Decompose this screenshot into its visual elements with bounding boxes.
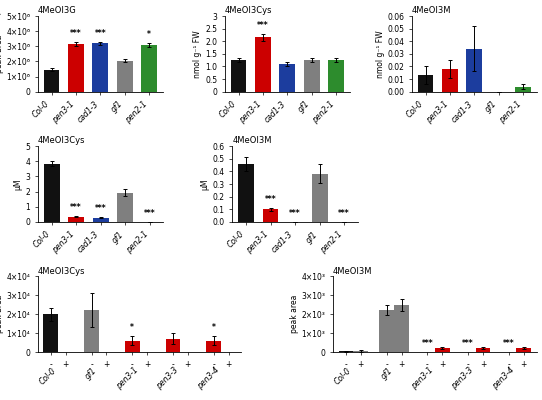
Bar — [238, 164, 254, 222]
Text: pen3-1: pen3-1 — [114, 366, 140, 391]
Text: *: * — [131, 323, 134, 332]
Bar — [84, 310, 99, 352]
Bar — [230, 60, 247, 92]
Bar — [93, 218, 108, 222]
Bar — [353, 351, 368, 352]
Bar — [92, 43, 108, 92]
Text: gf1: gf1 — [84, 366, 99, 381]
Bar — [68, 44, 84, 92]
Bar — [117, 61, 133, 92]
Bar — [515, 87, 531, 92]
Text: 4MeOI3M: 4MeOI3M — [412, 6, 451, 15]
Bar — [43, 314, 59, 352]
Text: pen3-4: pen3-4 — [491, 366, 516, 391]
Bar — [442, 69, 458, 92]
Y-axis label: peak area: peak area — [289, 295, 299, 333]
Bar — [435, 348, 450, 352]
Bar — [141, 45, 157, 92]
Text: ***: *** — [264, 195, 276, 204]
Y-axis label: peak area: peak area — [0, 295, 4, 333]
Bar — [304, 60, 320, 92]
Bar — [255, 38, 271, 92]
Text: 4MeOI3Cys: 4MeOI3Cys — [225, 6, 273, 15]
Bar — [328, 60, 344, 92]
Text: 4MeOI3M: 4MeOI3M — [233, 136, 272, 145]
Y-axis label: μM: μM — [14, 178, 23, 190]
Text: ***: *** — [503, 339, 515, 348]
Text: ***: *** — [422, 339, 433, 348]
Bar — [43, 70, 60, 92]
Text: *: * — [212, 323, 216, 332]
Text: 4MeOI3M: 4MeOI3M — [333, 266, 372, 276]
Text: pen3-3: pen3-3 — [155, 366, 180, 391]
Text: ***: *** — [462, 339, 474, 348]
Bar — [166, 339, 180, 352]
Bar — [68, 216, 84, 222]
Bar — [466, 49, 482, 92]
Text: Col-0: Col-0 — [333, 366, 353, 386]
Bar — [417, 75, 434, 92]
Y-axis label: nmol g⁻¹ FW: nmol g⁻¹ FW — [376, 30, 384, 78]
Text: 4MeOI3G: 4MeOI3G — [38, 6, 76, 15]
Bar — [262, 209, 279, 222]
Bar — [117, 193, 133, 222]
Bar — [125, 341, 140, 352]
Text: ***: *** — [70, 203, 82, 212]
Bar — [394, 305, 409, 352]
Text: ***: *** — [144, 209, 156, 218]
Text: *: * — [147, 30, 151, 39]
Bar — [279, 64, 295, 92]
Bar — [379, 310, 394, 352]
Bar — [516, 348, 531, 352]
Text: pen3-1: pen3-1 — [409, 366, 435, 391]
Text: pen3-4: pen3-4 — [196, 366, 221, 391]
Bar — [312, 174, 327, 222]
Text: ***: *** — [338, 209, 350, 218]
Text: ***: *** — [289, 209, 301, 218]
Text: ***: *** — [257, 21, 269, 30]
Text: ***: *** — [94, 29, 106, 38]
Bar — [475, 348, 491, 352]
Bar — [44, 164, 60, 222]
Text: pen3-3: pen3-3 — [450, 366, 475, 391]
Text: 4MeOI3Cys: 4MeOI3Cys — [38, 136, 86, 145]
Text: gf1: gf1 — [379, 366, 394, 381]
Text: ***: *** — [95, 204, 106, 213]
Text: Col-0: Col-0 — [38, 366, 59, 386]
Y-axis label: μM: μM — [201, 178, 210, 190]
Text: 4MeOI3Cys: 4MeOI3Cys — [38, 266, 86, 276]
Bar — [207, 341, 221, 352]
Text: ***: *** — [70, 29, 82, 38]
Y-axis label: peak area: peak area — [0, 35, 4, 73]
Y-axis label: nmol g⁻¹ FW: nmol g⁻¹ FW — [193, 30, 202, 78]
